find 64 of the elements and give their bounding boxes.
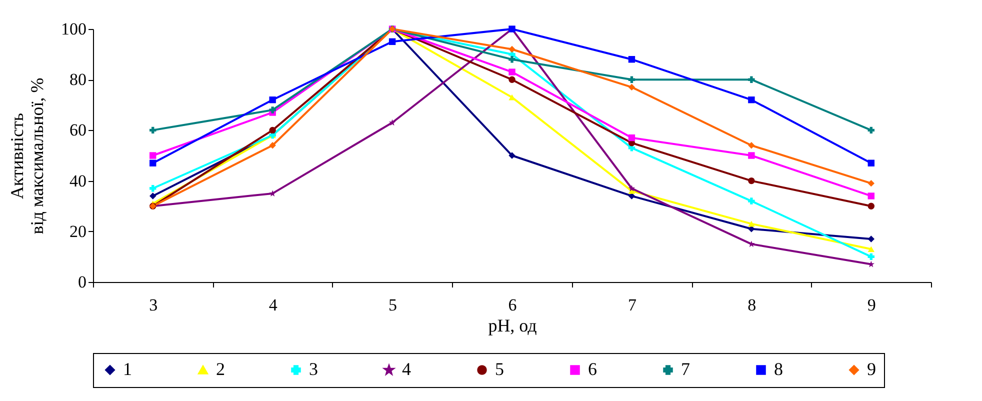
point [150,160,156,166]
legend-label: 8 [774,359,783,379]
x-tick-label: 9 [867,296,876,314]
point [508,56,516,63]
point [508,46,516,53]
x-tick-label: 6 [508,296,517,314]
point [508,68,516,76]
y-axis-title: Активність від максимальної, % [7,78,47,234]
point [868,192,874,200]
point [628,134,636,142]
point [508,76,516,83]
point [628,84,636,91]
point [150,185,156,192]
point [748,220,755,227]
y-tick-label: 80 [70,70,86,90]
x-tick-label: 8 [748,296,756,314]
point [868,246,874,252]
x-tick-label: 3 [149,296,158,314]
legend-label: 3 [309,359,318,379]
point [388,119,396,126]
point [508,94,516,100]
point [269,142,276,149]
point [150,192,156,200]
point [748,96,755,104]
x-axis-title: pH, од [488,316,537,336]
point [748,76,755,83]
x-tick-label: 7 [628,296,637,314]
y-tick-label: 40 [70,171,86,190]
legend-label: 6 [588,359,597,379]
point [748,142,755,149]
legend-label: 5 [495,359,504,379]
point [269,106,276,114]
point [269,96,276,104]
legend-label: 2 [216,359,225,379]
point [748,226,755,232]
point [748,198,755,204]
x-tick-label: 4 [268,296,278,314]
point [868,126,874,134]
x-tick-label: 5 [388,296,398,314]
point [868,236,874,242]
point [748,177,755,184]
point [269,126,276,134]
point [150,152,156,159]
point [868,180,874,187]
legend-label: 9 [867,359,876,379]
point [868,253,874,260]
point [868,160,874,166]
legend-label: 4 [402,359,411,379]
point [628,76,636,83]
y-tick-label: 20 [70,222,86,241]
point [388,38,396,46]
point [748,240,755,248]
legend-label: 7 [681,359,690,379]
point [628,56,636,63]
y-tick-label: 100 [61,20,86,38]
y-tick-label: 60 [70,120,86,140]
point [150,126,156,134]
point [628,185,636,192]
point [508,152,516,159]
point [748,152,755,159]
legend-label: 1 [123,359,132,379]
point [868,202,874,210]
point [269,190,276,196]
y-tick-label: 0 [78,272,86,292]
